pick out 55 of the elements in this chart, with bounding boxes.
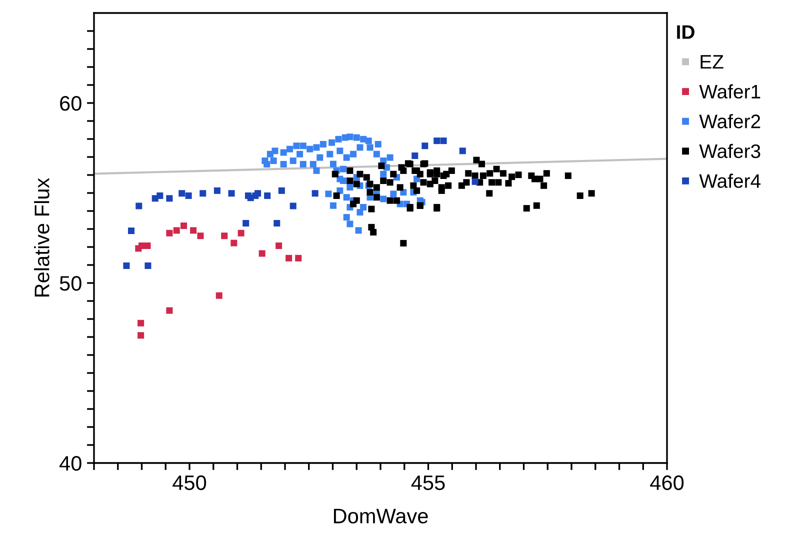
point [440, 138, 447, 144]
point [290, 202, 296, 210]
legend-title: ID [677, 25, 694, 39]
point [216, 292, 222, 299]
point [295, 254, 302, 262]
point [128, 228, 134, 234]
point [197, 232, 204, 240]
point [144, 242, 151, 249]
point [286, 254, 292, 262]
point [422, 142, 428, 150]
legend-label: Wafer4 [699, 174, 761, 188]
point [138, 320, 144, 326]
legend-label: EZ [700, 55, 724, 69]
point [136, 202, 142, 210]
point [156, 192, 164, 199]
point [180, 222, 188, 230]
y-tick-label: 60 [60, 96, 82, 111]
point [238, 230, 244, 236]
point [221, 232, 228, 240]
point [228, 190, 235, 197]
point [185, 192, 192, 199]
point [144, 262, 152, 269]
point [230, 240, 238, 246]
point [412, 152, 418, 159]
point [242, 220, 250, 226]
point [173, 227, 180, 234]
point [178, 190, 186, 197]
point [459, 148, 466, 154]
legend-label: Wafer1 [699, 84, 760, 99]
x-tick-label: 455 [411, 476, 445, 490]
point [166, 307, 173, 314]
point [264, 192, 271, 199]
point [123, 262, 130, 269]
x-axis-title: DomWave [334, 508, 428, 524]
point [434, 138, 440, 144]
legend-label: Wafer3 [699, 144, 760, 158]
x-tick-label: 450 [172, 475, 206, 490]
point [278, 187, 285, 194]
point [472, 178, 478, 185]
point [214, 187, 220, 194]
point [138, 332, 144, 339]
point [258, 250, 266, 257]
point [166, 230, 173, 236]
legend-label: Wafer2 [699, 114, 760, 128]
point [254, 190, 262, 197]
y-tick-label: 40 [60, 456, 82, 471]
point [166, 195, 173, 202]
point [190, 227, 197, 234]
point [200, 190, 206, 197]
y-tick-label: 50 [60, 276, 82, 291]
point [276, 242, 282, 249]
point [312, 190, 318, 197]
point [274, 220, 280, 226]
y-axis-title: Relative Flux [34, 178, 50, 296]
x-tick-label: 460 [650, 475, 684, 490]
